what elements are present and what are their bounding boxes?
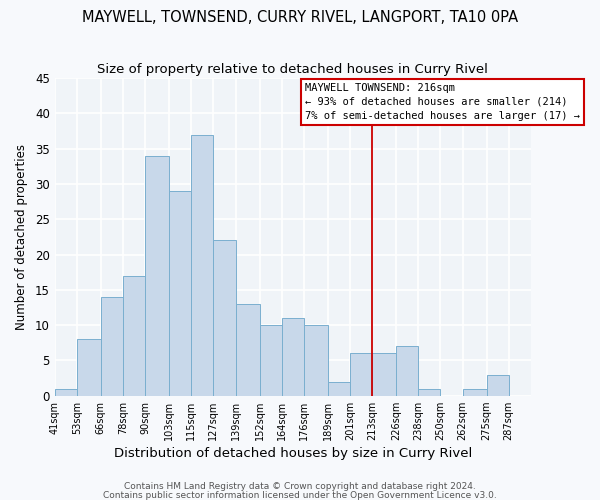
Bar [350, 354, 372, 396]
Bar [418, 388, 440, 396]
Bar [145, 156, 169, 396]
Bar [55, 388, 77, 396]
Bar [101, 297, 123, 396]
Bar [463, 388, 487, 396]
Bar [328, 382, 350, 396]
Title: Size of property relative to detached houses in Curry Rivel: Size of property relative to detached ho… [97, 62, 488, 76]
Bar [396, 346, 418, 396]
Text: Contains HM Land Registry data © Crown copyright and database right 2024.: Contains HM Land Registry data © Crown c… [124, 482, 476, 491]
Bar [304, 325, 328, 396]
Bar [169, 191, 191, 396]
Bar [487, 374, 509, 396]
Bar [191, 134, 214, 396]
X-axis label: Distribution of detached houses by size in Curry Rivel: Distribution of detached houses by size … [113, 447, 472, 460]
Bar [77, 339, 101, 396]
Text: MAYWELL TOWNSEND: 216sqm
← 93% of detached houses are smaller (214)
7% of semi-d: MAYWELL TOWNSEND: 216sqm ← 93% of detach… [305, 83, 580, 121]
Bar [372, 354, 396, 396]
Bar [123, 276, 145, 396]
Y-axis label: Number of detached properties: Number of detached properties [15, 144, 28, 330]
Bar [282, 318, 304, 396]
Text: Contains public sector information licensed under the Open Government Licence v3: Contains public sector information licen… [103, 490, 497, 500]
Bar [214, 240, 236, 396]
Text: MAYWELL, TOWNSEND, CURRY RIVEL, LANGPORT, TA10 0PA: MAYWELL, TOWNSEND, CURRY RIVEL, LANGPORT… [82, 10, 518, 25]
Bar [236, 304, 260, 396]
Bar [260, 325, 282, 396]
